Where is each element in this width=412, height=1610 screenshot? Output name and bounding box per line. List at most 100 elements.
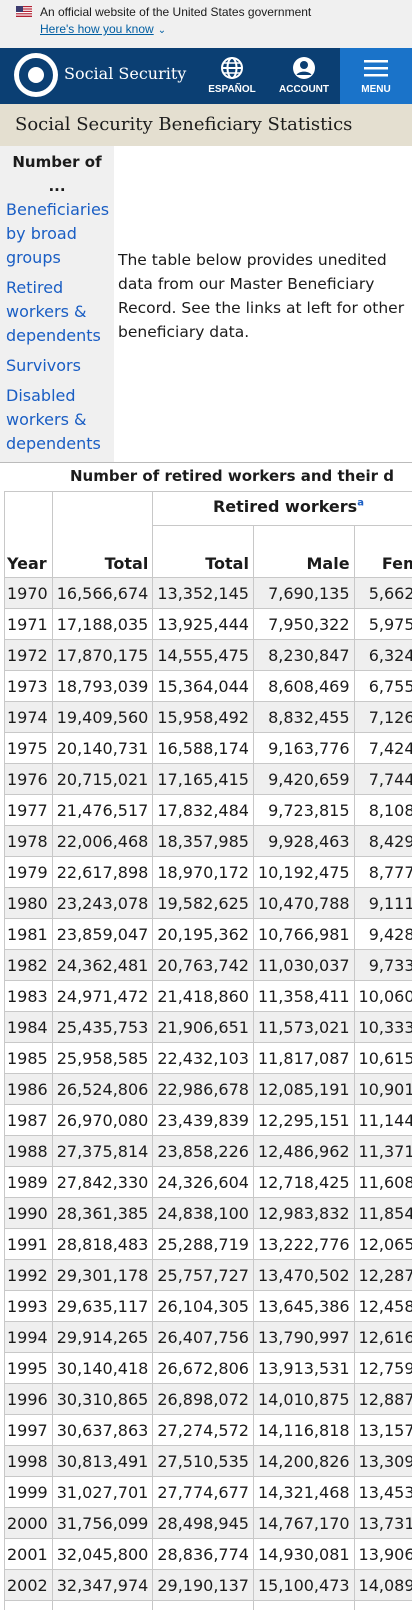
cell-rw-total: 21,906,651 xyxy=(152,1011,254,1043)
sidenav-item-disabled-workers[interactable]: Disabled workers & dependents xyxy=(6,386,101,453)
ssa-seal-icon[interactable] xyxy=(14,53,58,97)
cell-total: 21,476,517 xyxy=(51,794,154,826)
table-container[interactable]: Number of retired workers and their d Ye… xyxy=(0,462,412,1610)
cell-total: 25,958,585 xyxy=(51,1042,154,1074)
cell-female: 14,089, xyxy=(353,1569,412,1601)
cell-female: 10,615, xyxy=(353,1042,412,1074)
cell-year: 2001 xyxy=(4,1538,53,1570)
cell-year: 1977 xyxy=(4,794,53,826)
cell-male: 12,983,832 xyxy=(252,1197,355,1229)
cell-female: 7,126, xyxy=(353,701,412,733)
cell-rw-total: 28,498,945 xyxy=(152,1507,254,1539)
cell-female: 9,111, xyxy=(353,887,412,919)
table-row: 199229,301,17825,757,72713,470,50212,287… xyxy=(4,1259,412,1291)
cell-male: 9,723,815 xyxy=(252,794,355,826)
table-row: 198324,971,47221,418,86011,358,41110,060… xyxy=(4,980,412,1012)
cell-total: 27,375,814 xyxy=(51,1135,154,1167)
cell-male: 14,200,826 xyxy=(252,1445,355,1477)
account-label: ACCOUNT xyxy=(279,84,329,95)
cell-total: 25,435,753 xyxy=(51,1011,154,1043)
cell-female: 13,309, xyxy=(353,1445,412,1477)
cell-female: 13,453, xyxy=(353,1476,412,1508)
col-header-male: Male xyxy=(252,525,355,578)
site-brand[interactable]: Social Security xyxy=(64,64,187,83)
cell-male: 13,790,997 xyxy=(252,1321,355,1353)
cell-rw-total: 26,104,305 xyxy=(152,1290,254,1322)
cell-female: 12,287, xyxy=(353,1259,412,1291)
cell-rw-total: 13,925,444 xyxy=(152,608,254,640)
beneficiary-table: Year Total Retired workersa Total Male F… xyxy=(4,491,412,1610)
cell-total: 18,793,039 xyxy=(51,670,154,702)
table-row xyxy=(4,1600,412,1610)
cell-female: 13,906, xyxy=(353,1538,412,1570)
footnote-link[interactable]: a xyxy=(357,497,364,509)
cell-total: 24,971,472 xyxy=(51,980,154,1012)
cell-rw-total: 19,582,625 xyxy=(152,887,254,919)
cell-male: 12,718,425 xyxy=(252,1166,355,1198)
cell-male: 14,767,170 xyxy=(252,1507,355,1539)
cell-total: 30,140,418 xyxy=(51,1352,154,1384)
cell-total: 30,310,865 xyxy=(51,1383,154,1415)
sidenav-item-retired-workers[interactable]: Retired workers & dependents xyxy=(6,278,101,345)
menu-button[interactable]: MENU xyxy=(340,48,412,104)
cell-rw-total: 15,958,492 xyxy=(152,701,254,733)
espanol-button[interactable]: ESPAÑOL xyxy=(202,48,262,104)
cell-total: 19,409,560 xyxy=(51,701,154,733)
cell-year: 1987 xyxy=(4,1104,53,1136)
heres-how-you-know-link[interactable]: Here's how you know ⌄ xyxy=(40,22,166,36)
cell-male: 10,470,788 xyxy=(252,887,355,919)
cell-rw-total: 16,588,174 xyxy=(152,732,254,764)
cell-year: 1972 xyxy=(4,639,53,671)
cell-total: 16,566,674 xyxy=(51,577,154,609)
cell-total: 23,243,078 xyxy=(51,887,154,919)
cell-total: 17,188,035 xyxy=(51,608,154,640)
cell-year: 1997 xyxy=(4,1414,53,1446)
cell-year: 1983 xyxy=(4,980,53,1012)
table-row: 199830,813,49127,510,53514,200,82613,309… xyxy=(4,1445,412,1477)
cell-male: 11,817,087 xyxy=(252,1042,355,1074)
cell-female: 10,901, xyxy=(353,1073,412,1105)
cell-total: 24,362,481 xyxy=(51,949,154,981)
cell-male: 9,420,659 xyxy=(252,763,355,795)
cell-male: 12,085,191 xyxy=(252,1073,355,1105)
cell-male: 9,928,463 xyxy=(252,825,355,857)
table-row: 199630,310,86526,898,07214,010,87512,887… xyxy=(4,1383,412,1415)
cell-rw-total: 20,195,362 xyxy=(152,918,254,950)
cell-year: 1978 xyxy=(4,825,53,857)
cell-rw-total: 27,510,535 xyxy=(152,1445,254,1477)
cell-female: 12,458, xyxy=(353,1290,412,1322)
table-row: 200132,045,80028,836,77414,930,08113,906… xyxy=(4,1538,412,1570)
account-button[interactable]: ACCOUNT xyxy=(272,48,336,104)
sidenav-item-survivors[interactable]: Survivors xyxy=(6,356,81,375)
cell-total: 22,617,898 xyxy=(51,856,154,888)
cell-year: 2002 xyxy=(4,1569,53,1601)
table-body: 197016,566,67413,352,1457,690,1355,662,1… xyxy=(4,577,412,1610)
cell-male: 8,608,469 xyxy=(252,670,355,702)
cell-year: 1974 xyxy=(4,701,53,733)
cell-rw-total: 25,288,719 xyxy=(152,1228,254,1260)
cell-rw-total: 23,858,226 xyxy=(152,1135,254,1167)
cell-total xyxy=(51,1600,154,1610)
cell-female: 12,759, xyxy=(353,1352,412,1384)
cell-female: 10,333, xyxy=(353,1011,412,1043)
cell-year: 1975 xyxy=(4,732,53,764)
cell-total: 29,301,178 xyxy=(51,1259,154,1291)
cell-year: 1988 xyxy=(4,1135,53,1167)
cell-male: 10,192,475 xyxy=(252,856,355,888)
table-row: 198927,842,33024,326,60412,718,42511,608… xyxy=(4,1166,412,1198)
cell-female: 9,733, xyxy=(353,949,412,981)
cell-year: 1994 xyxy=(4,1321,53,1353)
cell-year: 1986 xyxy=(4,1073,53,1105)
cell-male: 13,222,776 xyxy=(252,1228,355,1260)
cell-rw-total: 18,357,985 xyxy=(152,825,254,857)
sidenav-item-broad-groups[interactable]: Beneficiaries by broad groups xyxy=(6,200,110,267)
cell-male: 13,645,386 xyxy=(252,1290,355,1322)
